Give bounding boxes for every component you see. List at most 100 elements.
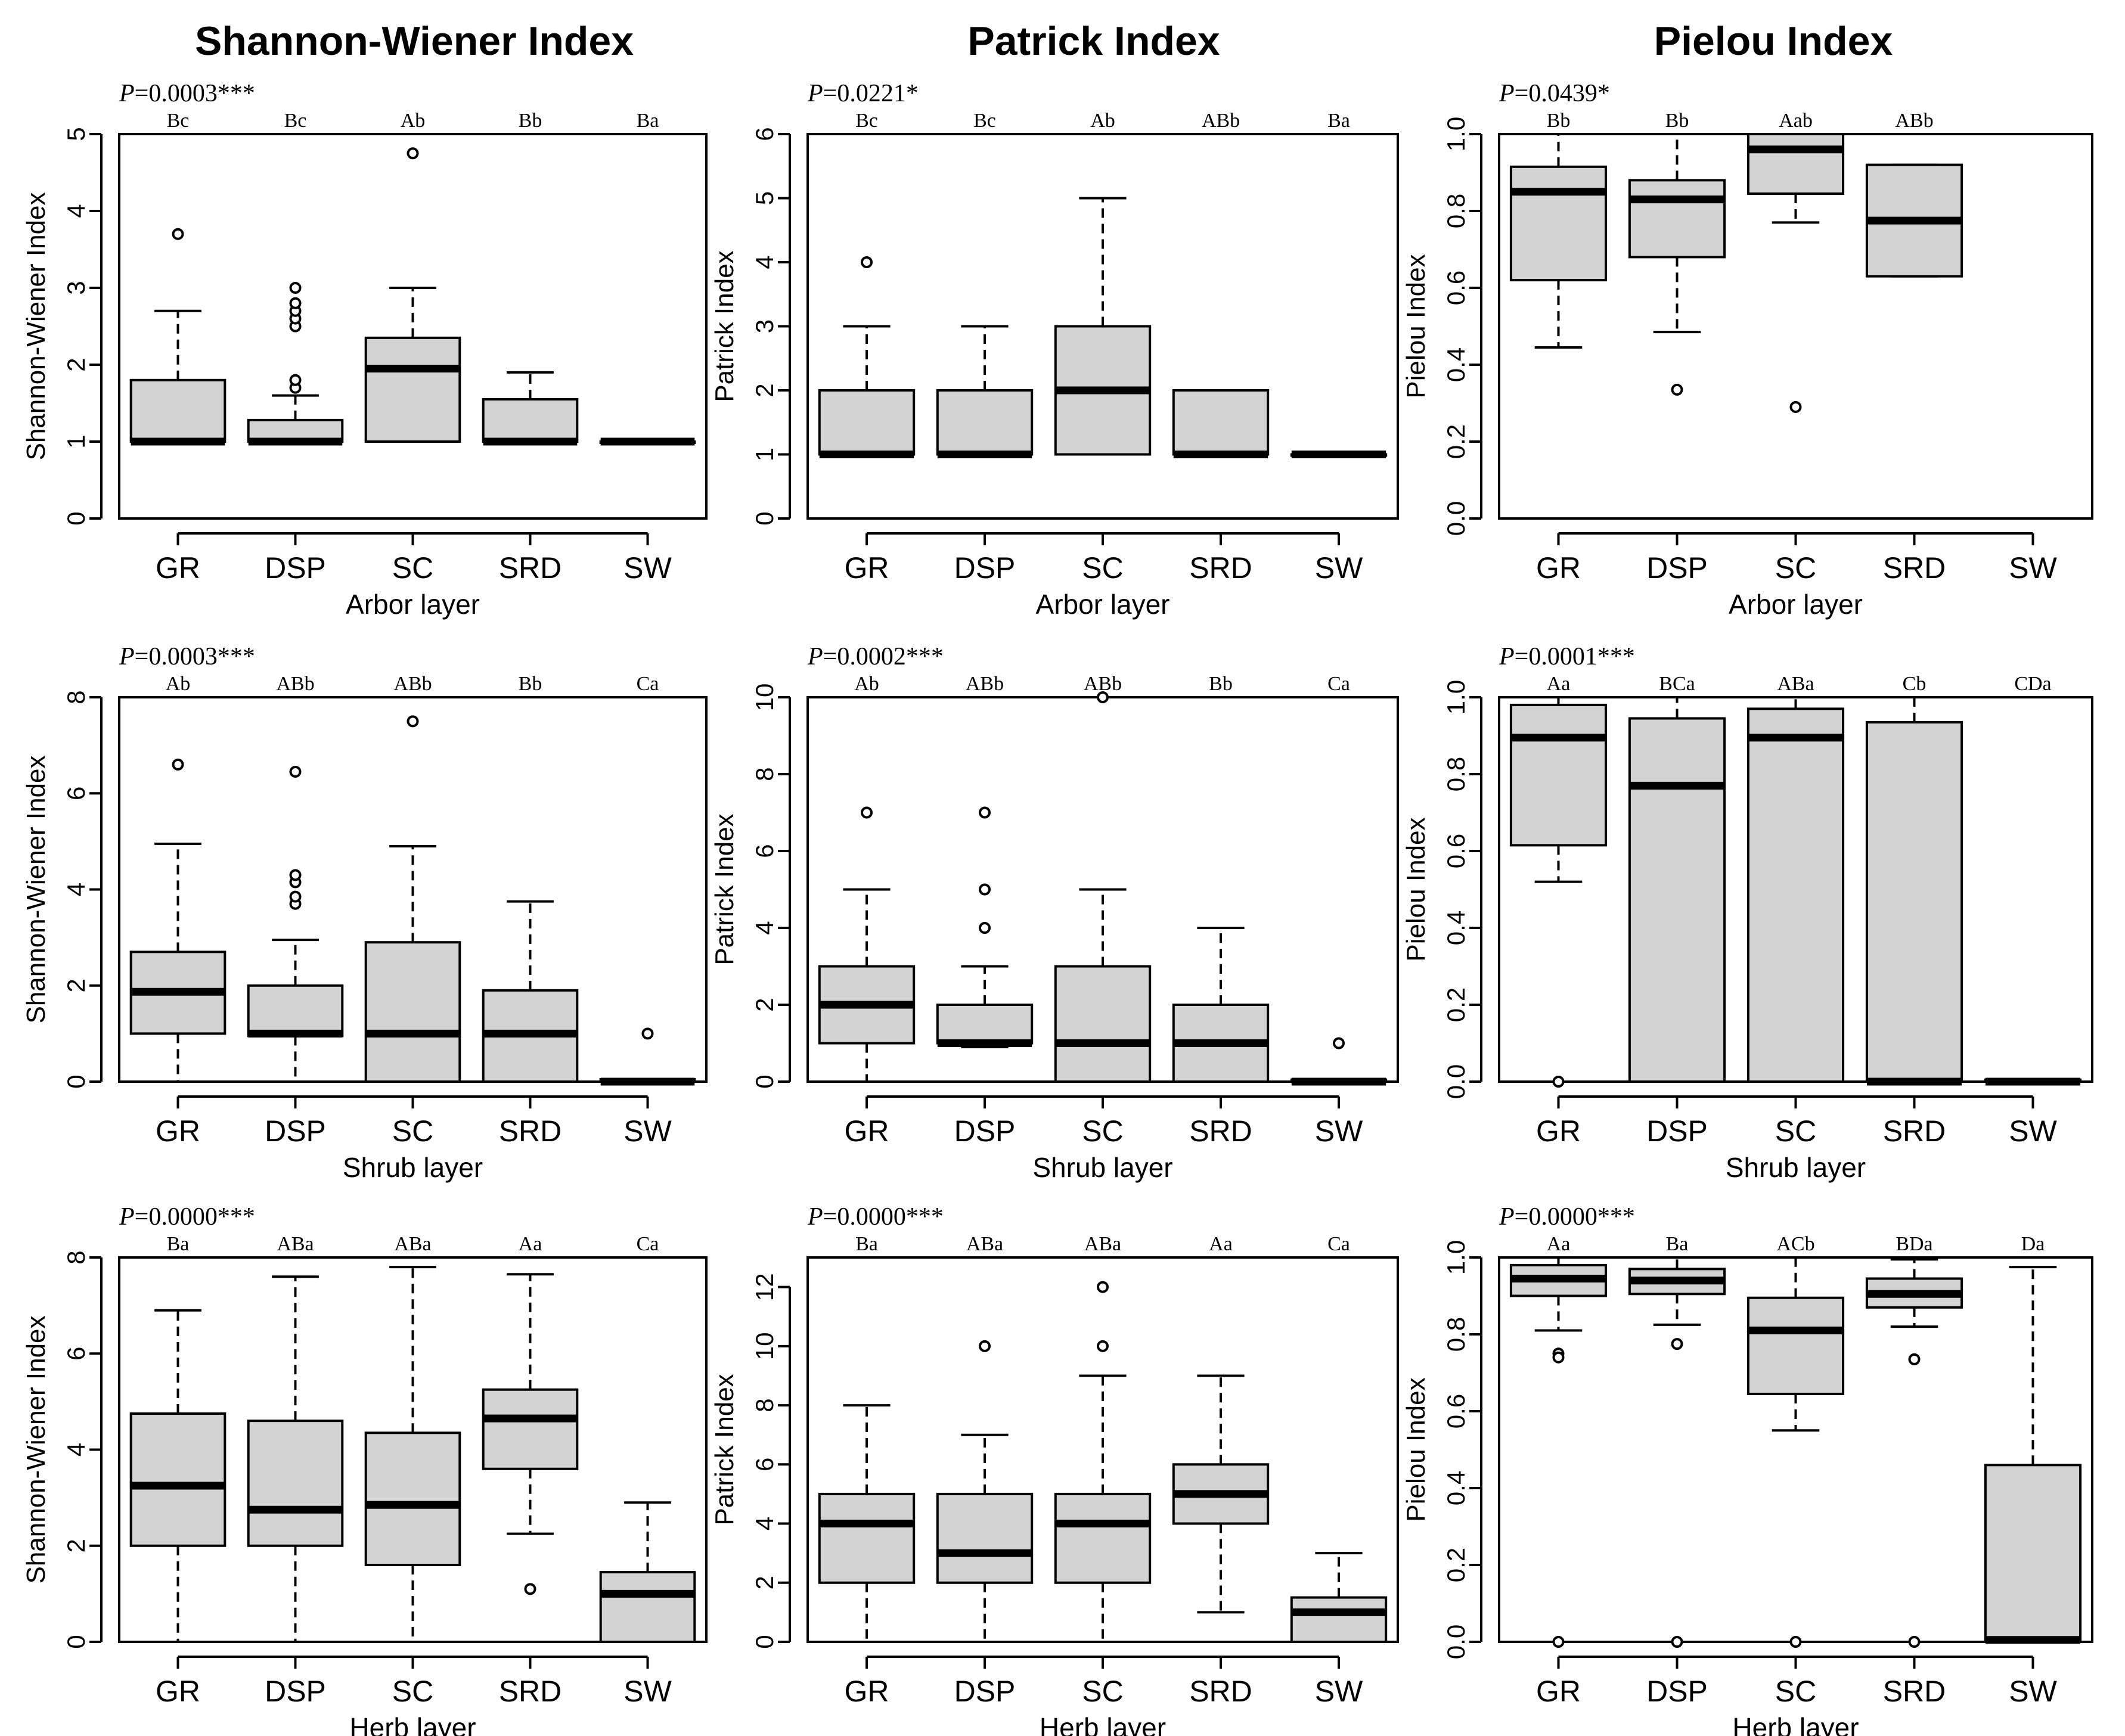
y-axis-label: Patrick Index — [710, 813, 739, 965]
p-value-number: =0.0002*** — [823, 643, 944, 670]
y-tick-label: 2 — [750, 383, 778, 397]
outlier-point — [524, 1583, 536, 1595]
group-letter: Ab — [166, 673, 191, 695]
y-tick-label: 0.2 — [1442, 424, 1470, 459]
y-tick-label: 1 — [750, 448, 778, 461]
y-tick-label: 6 — [750, 1458, 778, 1471]
y-axis-label: Shannon-Wiener Index — [21, 755, 51, 1023]
y-tick-label: 6 — [750, 844, 778, 858]
box-sc — [1746, 133, 1845, 195]
p-value-label: P=0.0000*** — [1499, 1203, 1635, 1231]
p-value-symbol: P — [119, 80, 135, 107]
x-tick-label: SW — [623, 551, 672, 585]
panel-4: 0 2 4 6 8 Shannon-Wiener Index GR Ab DSP ABb SC ABb… — [21, 643, 708, 1183]
x-tick-label: DSP — [954, 1114, 1016, 1148]
x-tick-label: GR — [1536, 1114, 1581, 1148]
y-tick-label: 2 — [750, 1576, 778, 1589]
y-tick-label: 0.0 — [1442, 501, 1470, 536]
group-letter: ABa — [277, 1233, 314, 1255]
group-letter: Aa — [519, 1233, 542, 1255]
y-tick-label: 0.2 — [1442, 987, 1470, 1022]
x-tick-label: DSP — [265, 551, 326, 585]
x-axis-label: Shrub layer — [1032, 1152, 1172, 1183]
group-letter: Ab — [401, 110, 426, 132]
group-letter: Ca — [1327, 1233, 1350, 1255]
x-tick-label: DSP — [265, 1114, 326, 1148]
x-tick-label: SRD — [1189, 1114, 1252, 1148]
y-tick-label: 0.4 — [1442, 347, 1470, 382]
x-axis-label: Arbor layer — [1036, 589, 1170, 620]
group-letter: Bb — [1665, 110, 1689, 132]
box-srd — [1865, 721, 1963, 1083]
group-letter: Ba — [855, 1233, 878, 1255]
group-letter: CDa — [2014, 673, 2051, 695]
y-tick-label: 5 — [62, 127, 90, 141]
y-tick-label: 4 — [62, 883, 90, 896]
outlier-point — [1552, 1351, 1565, 1364]
box-srd — [482, 398, 579, 443]
group-letter: ABb — [1084, 673, 1122, 695]
y-tick-label: 0.4 — [1442, 911, 1470, 945]
y-tick-label: 4 — [750, 1517, 778, 1530]
outlier-point — [979, 806, 991, 819]
outlier-point — [1097, 691, 1109, 703]
y-tick-label: 0 — [62, 511, 90, 525]
outlier-point — [1908, 1636, 1921, 1648]
group-letter: ABb — [1202, 110, 1240, 132]
x-tick-label: SW — [623, 1114, 672, 1148]
x-tick-label: SC — [1082, 1675, 1123, 1708]
y-tick-label: 2 — [62, 358, 90, 371]
outlier-point — [861, 806, 873, 819]
outlier-point — [1671, 383, 1683, 396]
p-value-number: =0.0221* — [823, 80, 919, 107]
group-letter: Ca — [637, 673, 659, 695]
x-tick-label: SC — [1082, 1114, 1123, 1148]
outlier-point — [1333, 1037, 1345, 1049]
x-tick-label: SW — [1315, 1675, 1363, 1708]
outlier-point — [1671, 1338, 1683, 1350]
box-dsp — [936, 389, 1034, 456]
x-tick-label: SW — [2009, 1675, 2057, 1708]
y-tick-label: 2 — [62, 1539, 90, 1552]
box-dsp — [1628, 179, 1726, 259]
group-letter: ABa — [1777, 673, 1814, 695]
x-tick-label: DSP — [1646, 1114, 1708, 1148]
x-tick-label: SC — [392, 1675, 433, 1708]
outlier-point — [1671, 1636, 1683, 1648]
x-tick-label: GR — [156, 1675, 200, 1708]
y-tick-label: 6 — [750, 127, 778, 141]
x-tick-label: DSP — [954, 1675, 1016, 1708]
box-sw — [1984, 1464, 2082, 1641]
box-gr — [818, 389, 916, 456]
x-axis-label: Shrub layer — [1726, 1152, 1866, 1183]
panel-6: 0.0 0.2 0.4 0.6 0.8 1.0 Pielou Index GR Aa DSP BCa… — [1401, 643, 2093, 1183]
p-value-label: P=0.0002*** — [807, 643, 944, 670]
group-letter: Aab — [1779, 110, 1813, 132]
x-tick-label: SW — [2009, 551, 2057, 585]
x-tick-label: SRD — [1883, 1675, 1946, 1708]
group-letter: Bb — [1547, 110, 1571, 132]
x-tick-label: SRD — [1189, 1675, 1252, 1708]
y-tick-label: 0 — [62, 1074, 90, 1088]
x-tick-label: SRD — [1883, 1114, 1946, 1148]
box-sw — [1290, 1596, 1388, 1643]
x-axis-label: Herb layer — [1732, 1712, 1859, 1736]
x-tick-label: DSP — [954, 551, 1016, 585]
outlier-point — [1552, 1076, 1565, 1088]
outlier-point — [1097, 1281, 1109, 1293]
box-srd — [482, 1388, 579, 1470]
panel-9: 0.0 0.2 0.4 0.6 0.8 1.0 Pielou Index GR Aa DSP Ba S… — [1401, 1203, 2093, 1736]
y-tick-label: 0.0 — [1442, 1064, 1470, 1099]
outlier-point — [1789, 1636, 1802, 1648]
y-tick-label: 6 — [62, 1347, 90, 1361]
group-letter: BDa — [1896, 1233, 1932, 1255]
group-letter: ABa — [394, 1233, 431, 1255]
outlier-point — [289, 869, 302, 881]
y-tick-label: 0 — [750, 1635, 778, 1648]
p-value-number: =0.0000*** — [823, 1203, 944, 1231]
x-tick-label: GR — [1536, 1675, 1581, 1708]
box-gr — [818, 1492, 916, 1584]
p-value-symbol: P — [1499, 80, 1515, 107]
y-axis-label: Patrick Index — [710, 250, 739, 402]
p-value-label: P=0.0221* — [807, 80, 919, 107]
